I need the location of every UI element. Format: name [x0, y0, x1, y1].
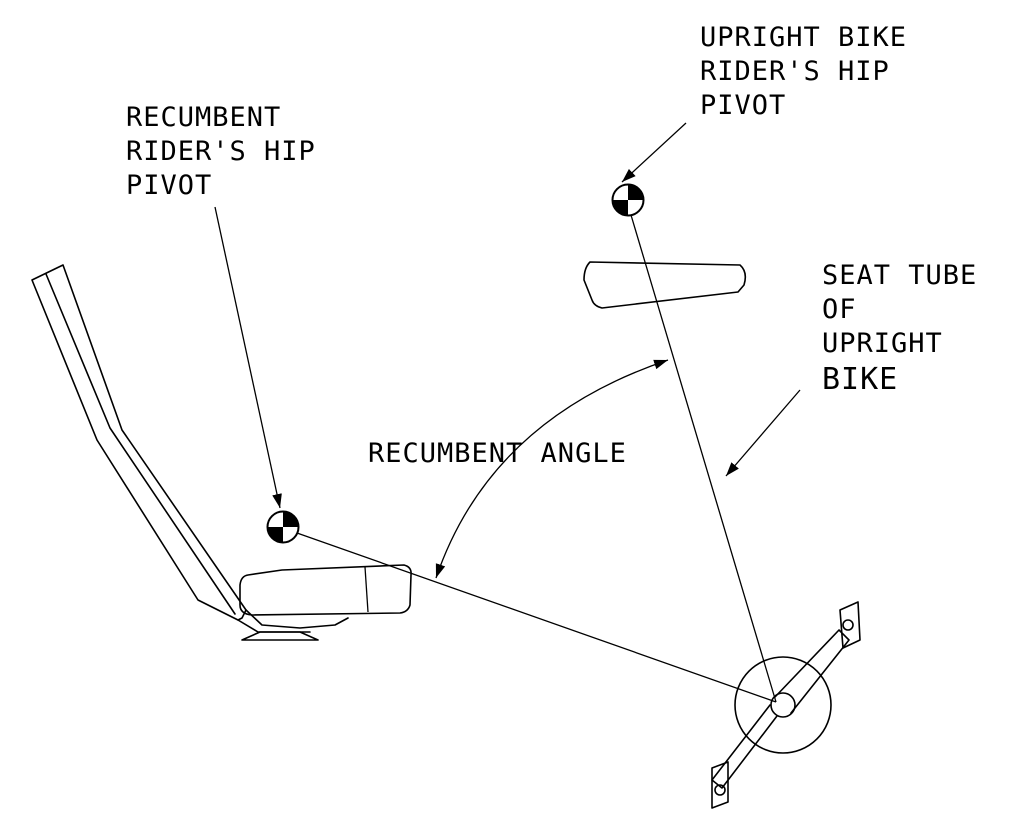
- recumbent-hip-pivot-icon: [266, 510, 300, 544]
- upright-saddle: [583, 261, 747, 309]
- seat-tube-arrow: [725, 389, 801, 477]
- recumbent-hip-label: RECUMBENT RIDER'S HIP PIVOT: [126, 102, 333, 201]
- seat-tube-label: SEAT TUBE OF UPRIGHT: [822, 260, 995, 359]
- recumbent-seat: [31, 264, 412, 641]
- crank-assembly: [711, 601, 861, 809]
- upright-hip-label: UPRIGHT BIKE RIDER'S HIP PIVOT: [700, 22, 924, 121]
- seat-tube-label-bike: BIKE: [822, 362, 898, 397]
- recumbent-angle-label: RECUMBENT ANGLE: [368, 438, 627, 469]
- seat-tube-line: [630, 214, 777, 703]
- recumbent-hip-arrow: [214, 206, 282, 509]
- recumbent-angle-arc: [435, 359, 669, 579]
- upright-hip-pivot-icon: [611, 183, 645, 217]
- recumbent-line: [296, 532, 777, 703]
- upright-hip-arrow: [621, 122, 687, 183]
